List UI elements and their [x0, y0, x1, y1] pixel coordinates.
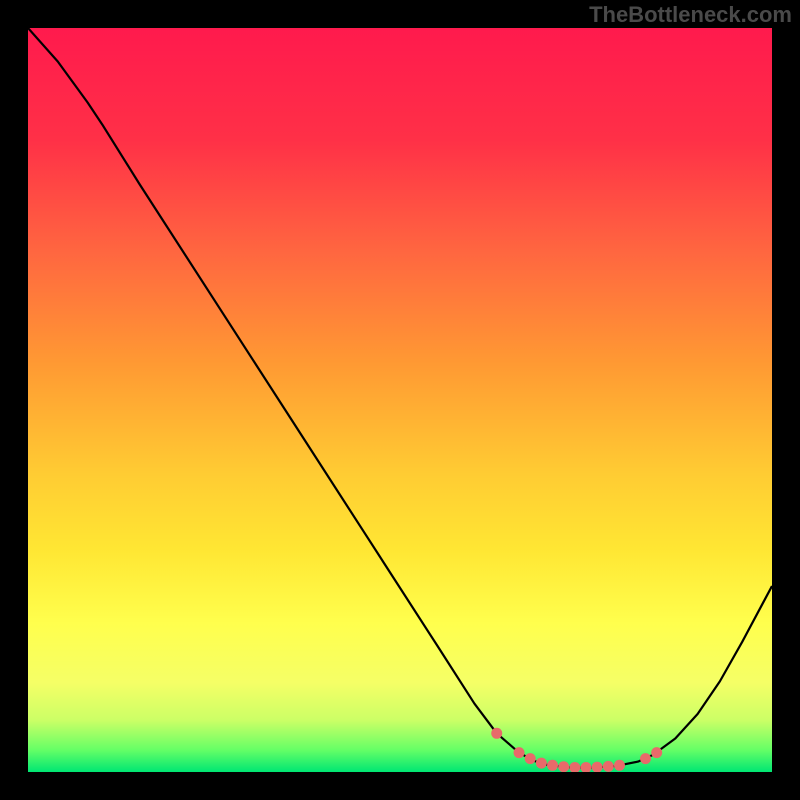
- marker-point: [536, 758, 547, 769]
- marker-point: [614, 760, 625, 771]
- watermark-text: TheBottleneck.com: [589, 2, 792, 28]
- marker-point: [603, 761, 614, 772]
- marker-point: [640, 753, 651, 764]
- marker-point: [547, 760, 558, 771]
- bottleneck-chart: [28, 28, 772, 772]
- chart-background: [28, 28, 772, 772]
- marker-point: [491, 728, 502, 739]
- chart-svg: [28, 28, 772, 772]
- marker-point: [525, 753, 536, 764]
- marker-point: [514, 747, 525, 758]
- marker-point: [651, 747, 662, 758]
- marker-point: [558, 761, 569, 772]
